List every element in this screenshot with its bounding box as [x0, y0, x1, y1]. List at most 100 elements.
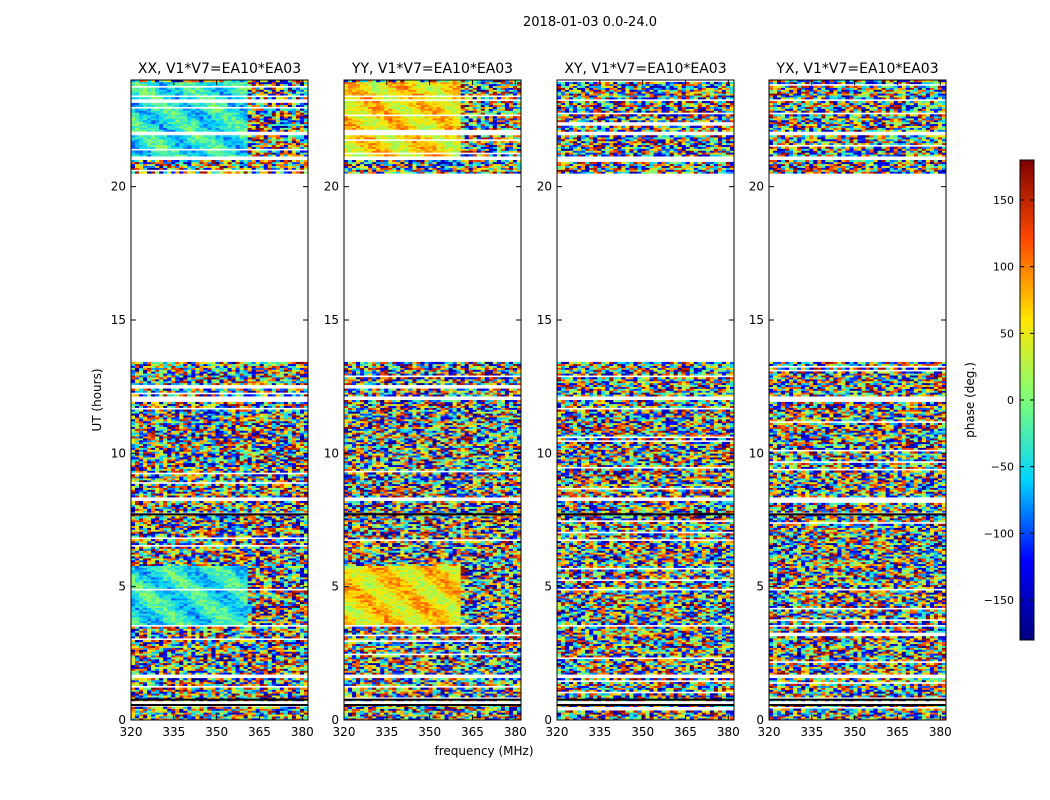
heatmap-cell: [291, 628, 297, 631]
heatmap-cell: [231, 666, 236, 669]
heatmap-cell: [255, 630, 261, 633]
heatmap-cell: [183, 548, 188, 551]
heatmap-cell: [135, 575, 140, 578]
heatmap-cell: [191, 649, 196, 652]
heatmap-cell: [191, 603, 196, 607]
heatmap-cell: [143, 651, 148, 654]
heatmap-cell: [291, 575, 297, 578]
heatmap-cell: [303, 508, 309, 511]
heatmap-cell: [135, 510, 140, 513]
heatmap-cell: [195, 478, 200, 481]
heatmap-cell: [275, 502, 281, 506]
heatmap-cell: [247, 478, 252, 481]
heatmap-cell: [175, 662, 180, 666]
heatmap-cell: [147, 476, 152, 479]
heatmap-cell: [131, 662, 136, 666]
heatmap-cell: [163, 626, 168, 629]
heatmap-cell: [247, 598, 252, 601]
heatmap-cell: [235, 546, 240, 549]
heatmap-cell: [247, 565, 252, 568]
heatmap-cell: [151, 523, 156, 527]
heatmap-cell: [151, 617, 156, 620]
heatmap-cell: [231, 653, 236, 656]
heatmap-cell: [135, 493, 140, 496]
heatmap-cell: [287, 552, 293, 555]
heatmap-cell: [279, 556, 285, 559]
heatmap-cell: [299, 615, 305, 618]
heatmap-cell: [287, 598, 293, 601]
heatmap-cell: [251, 672, 256, 675]
heatmap-cell: [155, 649, 160, 652]
heatmap-cell: [291, 527, 297, 530]
heatmap-cell: [191, 520, 196, 523]
heatmap-cell: [231, 664, 236, 667]
heatmap-cell: [215, 529, 220, 532]
heatmap-cell: [275, 552, 281, 555]
heatmap-cell: [175, 546, 180, 549]
heatmap-cell: [299, 689, 305, 692]
heatmap-cell: [163, 550, 168, 553]
heatmap-cell: [275, 615, 281, 618]
heatmap-cell: [167, 668, 172, 671]
heatmap-cell: [279, 573, 285, 576]
heatmap-cell: [171, 573, 176, 576]
heatmap-cell: [295, 592, 301, 595]
heatmap-cell: [283, 573, 289, 576]
heatmap-cell: [247, 651, 252, 654]
heatmap-cell: [283, 487, 289, 490]
heatmap-cell: [267, 718, 273, 721]
heatmap-cell: [187, 693, 192, 696]
heatmap-cell: [219, 476, 224, 479]
heatmap-cell: [279, 521, 285, 525]
heatmap-cell: [243, 691, 248, 694]
heatmap-cell: [131, 571, 136, 574]
heatmap-cell: [195, 580, 200, 584]
heatmap-cell: [159, 531, 164, 534]
heatmap-cell: [187, 657, 192, 660]
heatmap-cell: [223, 540, 228, 544]
heatmap-cell: [227, 634, 232, 637]
heatmap-cell: [279, 716, 285, 719]
heatmap-cell: [147, 546, 152, 549]
heatmap-cell: [163, 542, 168, 546]
heatmap-cell: [263, 542, 269, 546]
heatmap-cell: [199, 504, 204, 507]
heatmap-cell: [195, 502, 200, 506]
heatmap-cell: [131, 655, 136, 658]
heatmap-cell: [283, 527, 289, 530]
heatmap-cell: [303, 603, 309, 607]
heatmap-cell: [263, 615, 269, 618]
heatmap-cell: [155, 569, 160, 572]
heatmap-cell: [247, 636, 252, 639]
heatmap-cell: [167, 548, 172, 551]
heatmap-cell: [163, 489, 168, 492]
heatmap-cell: [207, 561, 212, 565]
heatmap-cell: [151, 668, 156, 671]
heatmap-cell: [283, 493, 289, 496]
heatmap-cell: [299, 523, 305, 527]
heatmap-cell: [203, 546, 208, 549]
heatmap-cell: [179, 520, 184, 523]
heatmap-cell: [143, 535, 148, 538]
heatmap-cell: [231, 617, 236, 620]
heatmap-cell: [175, 697, 180, 700]
heatmap-cell: [279, 502, 285, 506]
heatmap-cell: [143, 567, 148, 570]
heatmap-cell: [283, 518, 289, 521]
heatmap-cell: [183, 630, 188, 633]
heatmap-cell: [211, 518, 216, 521]
heatmap-cell: [275, 640, 281, 643]
heatmap-cell: [291, 506, 297, 509]
heatmap-cell: [195, 563, 200, 567]
heatmap-cell: [227, 630, 232, 633]
heatmap-cell: [183, 607, 188, 610]
heatmap-cell: [139, 535, 144, 538]
heatmap-cell: [271, 632, 277, 635]
heatmap-cell: [215, 651, 220, 654]
heatmap-cell: [163, 672, 168, 675]
heatmap-cell: [239, 693, 244, 696]
heatmap-cell: [295, 579, 301, 582]
heatmap-cell: [139, 529, 144, 532]
heatmap-cell: [223, 525, 228, 528]
heatmap-cell: [143, 480, 148, 483]
